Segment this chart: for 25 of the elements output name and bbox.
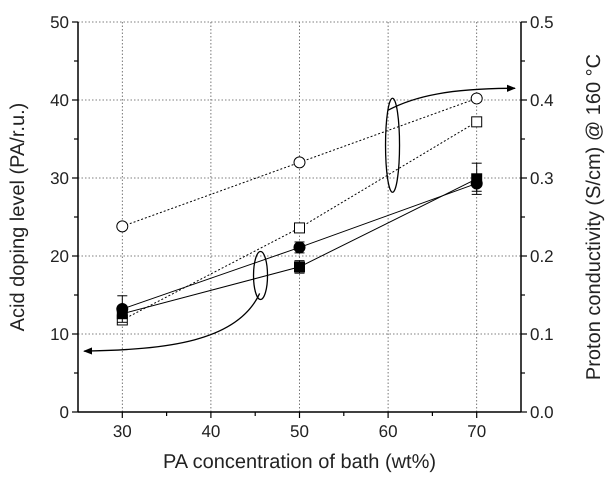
y-axis-title: Acid doping level (PA/r.u.) [7, 102, 29, 332]
y2-tick-label: 0.3 [530, 168, 554, 188]
y-tick-label: 10 [50, 324, 69, 344]
x-axis-title: PA concentration of bath (wt%) [162, 451, 436, 473]
y-tick-label: 30 [50, 168, 69, 188]
x-tick-label: 30 [112, 422, 132, 441]
x-tick-label: 40 [201, 422, 220, 441]
y2-tick-label: 0.4 [530, 90, 554, 110]
y-tick-label: 20 [50, 246, 69, 266]
y-tick-label: 50 [50, 12, 69, 32]
y2-axis-title: Proton conductivity (S/cm) @ 160 °C [583, 54, 605, 380]
y2-tick-label: 0.0 [530, 402, 554, 422]
y2-tick-label: 0.5 [530, 12, 554, 32]
x-tick-label: 60 [378, 422, 398, 441]
y2-tick-label: 0.1 [530, 324, 554, 344]
point [470, 92, 483, 104]
point [294, 222, 305, 234]
point [294, 156, 306, 168]
x-tick-label: 70 [467, 422, 486, 441]
y2-tick-label: 0.2 [530, 246, 554, 266]
point [116, 220, 128, 232]
x-tick-label: 50 [290, 422, 309, 441]
y-tick-label: 0 [60, 402, 69, 422]
y-tick-label: 40 [50, 90, 69, 110]
point [471, 116, 482, 128]
